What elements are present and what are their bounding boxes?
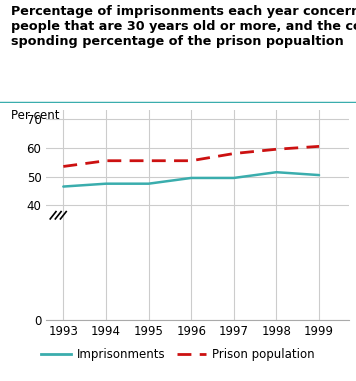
Legend: Imprisonments, Prison population: Imprisonments, Prison population — [36, 343, 320, 365]
Text: Per cent: Per cent — [11, 109, 59, 122]
Text: Percentage of imprisonments each year concerning
people that are 30 years old or: Percentage of imprisonments each year co… — [11, 5, 356, 48]
